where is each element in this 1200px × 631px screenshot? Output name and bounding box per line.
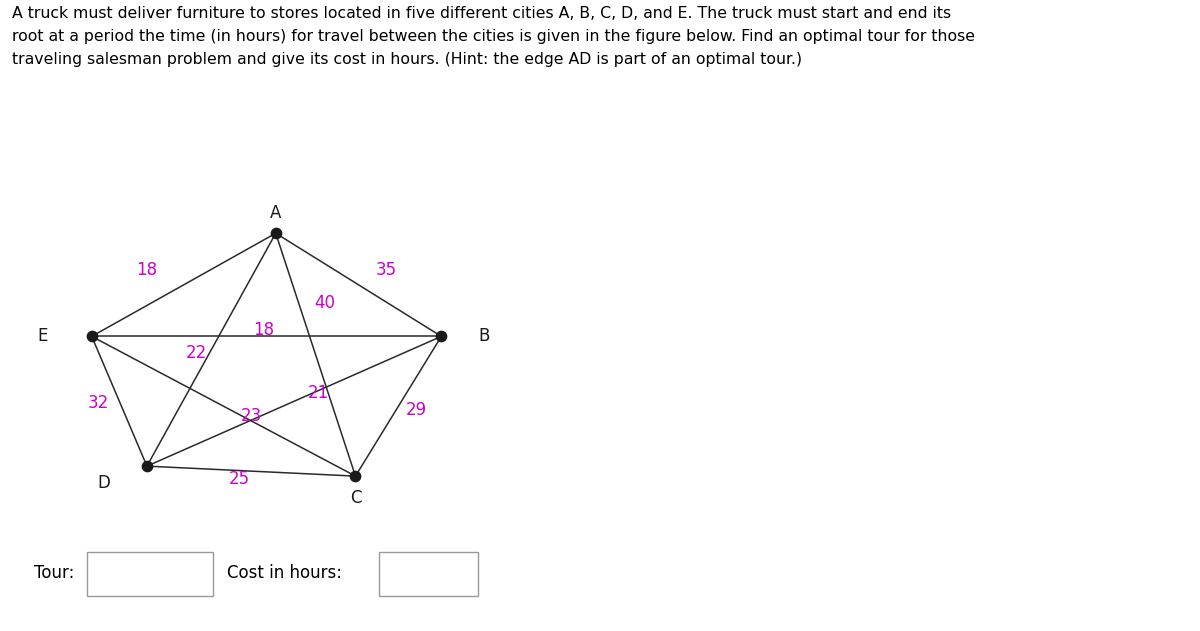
Text: 32: 32 bbox=[88, 394, 108, 412]
Text: E: E bbox=[37, 327, 48, 345]
Point bbox=[346, 471, 365, 481]
Text: 35: 35 bbox=[376, 261, 397, 279]
Text: Cost in hours:: Cost in hours: bbox=[227, 564, 342, 582]
Text: 40: 40 bbox=[314, 294, 335, 312]
FancyBboxPatch shape bbox=[379, 552, 479, 596]
Point bbox=[432, 331, 451, 341]
Text: 21: 21 bbox=[308, 384, 329, 402]
Point bbox=[266, 228, 286, 239]
Text: 22: 22 bbox=[185, 344, 206, 362]
Text: 23: 23 bbox=[240, 407, 262, 425]
Point bbox=[82, 331, 101, 341]
Text: 18: 18 bbox=[137, 261, 157, 279]
Point bbox=[137, 461, 156, 471]
Text: 18: 18 bbox=[253, 321, 274, 339]
Text: A: A bbox=[270, 204, 282, 222]
Text: 25: 25 bbox=[228, 471, 250, 488]
FancyBboxPatch shape bbox=[86, 552, 214, 596]
Text: Tour:: Tour: bbox=[34, 564, 74, 582]
Text: 29: 29 bbox=[407, 401, 427, 418]
Text: D: D bbox=[97, 474, 110, 492]
Text: C: C bbox=[349, 489, 361, 507]
Text: A truck must deliver furniture to stores located in five different cities A, B, : A truck must deliver furniture to stores… bbox=[12, 6, 974, 67]
Text: B: B bbox=[479, 327, 490, 345]
